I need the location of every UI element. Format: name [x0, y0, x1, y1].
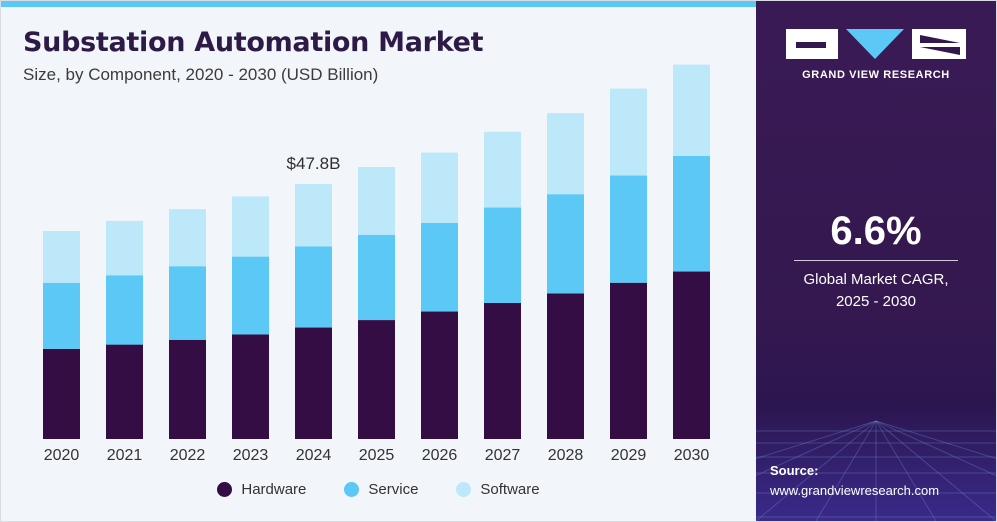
bar-software-2023 [232, 196, 269, 257]
legend-item-service: Service [344, 481, 418, 498]
bar-service-2024 [295, 246, 332, 328]
bar-software-2027 [484, 131, 521, 208]
legend-item-hardware: Hardware [217, 481, 306, 498]
summary-sidebar: GRAND VIEW RESEARCH 6.6% Global Market C… [756, 1, 996, 521]
x-tick-label-2022: 2022 [170, 447, 206, 464]
legend-dot-service [344, 482, 360, 497]
x-tick-label-2029: 2029 [611, 447, 647, 464]
source-url: www.grandviewresearch.com [770, 483, 940, 498]
x-tick-label-2026: 2026 [422, 447, 458, 464]
cagr-label: Global Market CAGR, 2025 - 2030 [756, 269, 996, 313]
perspective-grid-graphic [756, 420, 996, 521]
x-tick-label-2020: 2020 [44, 447, 80, 464]
bar-software-2020 [43, 231, 80, 283]
bar-hardware-2028 [547, 293, 584, 439]
source-label: Source: [770, 463, 819, 478]
bar-hardware-2022 [169, 339, 206, 439]
chart-panel: Substation Automation Market Size, by Co… [1, 1, 756, 521]
x-tick-label-2021: 2021 [107, 447, 143, 464]
bar-service-2027 [484, 207, 521, 303]
x-tick-label-2023: 2023 [233, 447, 269, 464]
bar-hardware-2027 [484, 303, 521, 439]
x-tick-label-2030: 2030 [674, 447, 710, 464]
legend-label-hardware: Hardware [241, 481, 307, 498]
accent-stripe [1, 1, 756, 7]
stacked-bar-chart: 2020 2021 2022 2023 2024 2025 2026 2027 2028 2029… [43, 64, 710, 464]
bar-software-2024 [295, 184, 332, 247]
bar-hardware-2020 [43, 348, 80, 439]
chart-legend: Hardware Service Software [1, 481, 756, 498]
brand-name: GRAND VIEW RESEARCH [802, 69, 950, 81]
cagr-divider [794, 260, 958, 261]
cagr-label-line2: 2025 - 2030 [835, 293, 917, 310]
bar-software-2030 [673, 64, 710, 156]
bar-hardware-2023 [232, 334, 269, 439]
bar-service-2025 [358, 234, 395, 321]
bar-hardware-2030 [673, 271, 710, 439]
x-tick-label-2028: 2028 [548, 447, 584, 464]
bar-hardware-2025 [358, 320, 395, 439]
bar-service-2029 [610, 175, 647, 283]
bar-hardware-2029 [610, 282, 647, 439]
legend-dot-hardware [217, 482, 233, 497]
grand-view-research-logo-icon [786, 29, 966, 59]
bar-hardware-2024 [295, 327, 332, 439]
bar-software-2022 [169, 209, 206, 267]
bar-software-2026 [421, 152, 458, 223]
bar-software-2025 [358, 167, 395, 235]
data-label-2024: $47.8B [287, 154, 341, 173]
bar-service-2028 [547, 194, 584, 294]
x-tick-label-2027: 2027 [485, 447, 521, 464]
x-tick-label-2025: 2025 [359, 447, 395, 464]
bar-service-2023 [232, 256, 269, 335]
bar-software-2021 [106, 220, 143, 276]
chart-subtitle: Size, by Component, 2020 - 2030 (USD Bil… [23, 65, 379, 84]
bar-service-2022 [169, 266, 206, 340]
bar-service-2021 [106, 275, 143, 345]
legend-dot-software [456, 482, 472, 497]
bar-software-2029 [610, 88, 647, 176]
bar-service-2026 [421, 223, 458, 312]
cagr-value: 6.6% [830, 209, 922, 253]
bar-service-2030 [673, 155, 710, 272]
bar-hardware-2026 [421, 311, 458, 439]
bar-service-2020 [43, 282, 80, 349]
legend-item-software: Software [456, 481, 540, 498]
x-tick-label-2024: 2024 [296, 447, 332, 464]
legend-label-software: Software [480, 481, 540, 498]
bar-hardware-2021 [106, 344, 143, 439]
chart-title: Substation Automation Market [23, 27, 484, 58]
cagr-label-line1: Global Market CAGR, [803, 271, 949, 288]
legend-label-service: Service [368, 481, 419, 498]
bar-software-2028 [547, 113, 584, 195]
